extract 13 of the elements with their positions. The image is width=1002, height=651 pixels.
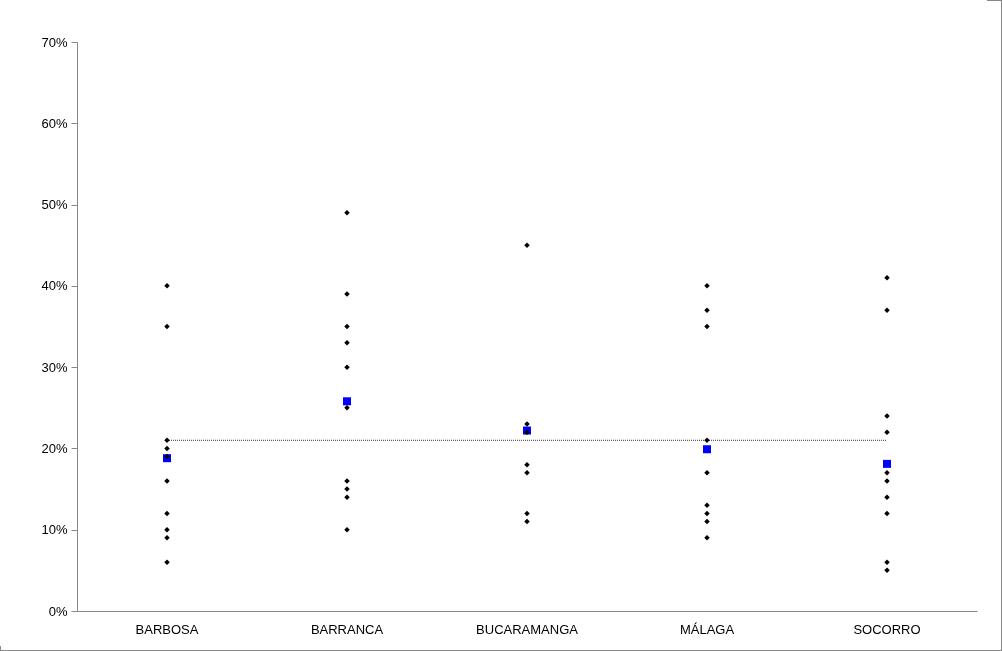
y-tick-label: 30% [41,359,68,375]
x-tick-label: BARBOSA [135,621,199,637]
x-tick-label: MÁLAGA [679,621,735,637]
x-tick-label: BUCARAMANGA [476,621,579,637]
x-tick-label: SOCORRO [853,621,921,637]
y-tick-label: 60% [41,115,68,131]
y-tick-label: 20% [41,440,68,456]
y-tick-label: 70% [41,34,68,50]
y-tick-label: 40% [41,278,68,294]
y-tick-label: 10% [41,522,68,538]
x-tick-label: BARRANCA [310,621,384,637]
y-tick-label: 50% [41,197,68,213]
y-tick-label: 0% [48,603,68,619]
